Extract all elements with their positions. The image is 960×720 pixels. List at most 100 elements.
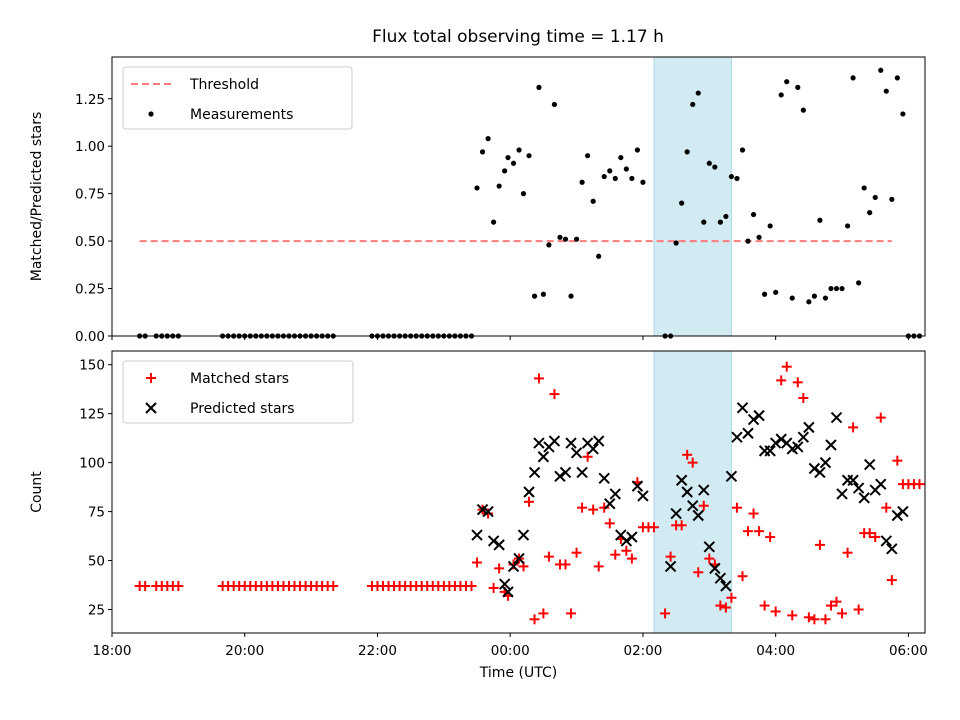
data-point-d2 [675, 474, 688, 486]
data-point [875, 478, 887, 490]
data-point-d2 [548, 435, 561, 447]
data-point [715, 600, 726, 611]
data-point [695, 90, 701, 96]
data-point-d2 [847, 474, 859, 486]
data-point [472, 557, 483, 568]
data-point [592, 435, 605, 447]
data-point [728, 173, 735, 180]
data-point [579, 179, 585, 185]
data-point-d2 [863, 458, 876, 471]
data-point [828, 285, 834, 292]
data-point [593, 561, 604, 572]
data-point [784, 79, 790, 85]
data-point [891, 509, 904, 522]
data-point [559, 466, 572, 479]
data-point [819, 456, 832, 469]
data-point [513, 552, 525, 565]
data-point [640, 179, 646, 185]
data-point [817, 217, 823, 223]
data-point-d2 [487, 535, 500, 547]
data-point [787, 610, 798, 621]
data-point [723, 213, 729, 220]
data-point [792, 441, 804, 453]
data-point [886, 543, 898, 555]
data-point [587, 443, 599, 455]
data-point [618, 154, 624, 161]
data-point [797, 431, 810, 443]
data-point-d2 [731, 431, 743, 443]
data-point [839, 285, 845, 292]
data-point [814, 466, 826, 479]
data-point [634, 147, 641, 153]
data-point-d2 [537, 451, 550, 463]
data-point-d2 [570, 447, 583, 459]
y-tick-label: 0.75 [75, 187, 105, 203]
data-point [886, 575, 897, 586]
x-tick-label: 02:00 [623, 643, 662, 659]
data-point [889, 196, 895, 202]
data-point [604, 518, 615, 529]
data-point [743, 526, 754, 537]
data-point [747, 413, 760, 426]
data-point-d2 [736, 402, 749, 414]
data-point [526, 153, 532, 159]
y-tick-label: 25 [88, 603, 105, 619]
data-point [610, 549, 621, 560]
data-point [621, 545, 632, 556]
data-point [701, 219, 707, 225]
data-point [858, 492, 870, 504]
data-point [778, 92, 784, 98]
data-point [540, 291, 546, 297]
data-point [598, 472, 610, 484]
data-point [528, 466, 541, 479]
x-tick-label: 18:00 [93, 643, 132, 659]
series-layer [134, 361, 925, 625]
y-tick-label: 150 [79, 358, 105, 374]
data-point-d2 [875, 478, 887, 490]
data-point [609, 488, 621, 500]
data-point [750, 211, 757, 218]
data-point [775, 433, 787, 445]
data-point-d2 [533, 437, 545, 449]
data-point [748, 508, 759, 519]
y-tick-label: 100 [79, 456, 105, 472]
data-point [717, 219, 723, 225]
data-point [878, 67, 884, 73]
data-point [870, 532, 881, 543]
y-tick-label: 50 [88, 554, 105, 570]
data-point [808, 462, 821, 475]
data-point [466, 581, 477, 591]
data-point-d2 [592, 435, 605, 447]
data-point [731, 502, 742, 513]
data-point [769, 437, 782, 449]
data-point-d2 [576, 466, 588, 479]
legend-label: Predicted stars [190, 401, 295, 417]
data-point [731, 431, 743, 443]
data-point [549, 389, 560, 400]
data-point [725, 470, 738, 483]
data-point [709, 562, 721, 575]
data-point-d2 [598, 472, 610, 484]
data-point [494, 563, 505, 574]
data-point [676, 520, 687, 531]
data-point [570, 447, 583, 459]
data-point [596, 253, 602, 259]
data-point [637, 490, 649, 502]
data-point [754, 526, 765, 537]
legend-plus-swatch [146, 373, 156, 383]
data-point-d2 [830, 411, 843, 424]
y-tick-label: 0.00 [75, 329, 105, 345]
data-point [833, 285, 840, 292]
data-point [690, 101, 696, 108]
legend: Threshold Measurements [122, 66, 353, 130]
ratio-panel: 0.00 0.25 0.50 0.75 1.00 1.25 Matched/Predicte… [29, 56, 926, 345]
data-point [620, 535, 633, 547]
data-point [533, 437, 545, 449]
data-point [546, 242, 552, 248]
data-point [568, 293, 574, 299]
series-0 [134, 361, 925, 625]
data-point [573, 236, 580, 242]
data-point-d2 [792, 441, 804, 453]
highlight-band [653, 56, 732, 337]
